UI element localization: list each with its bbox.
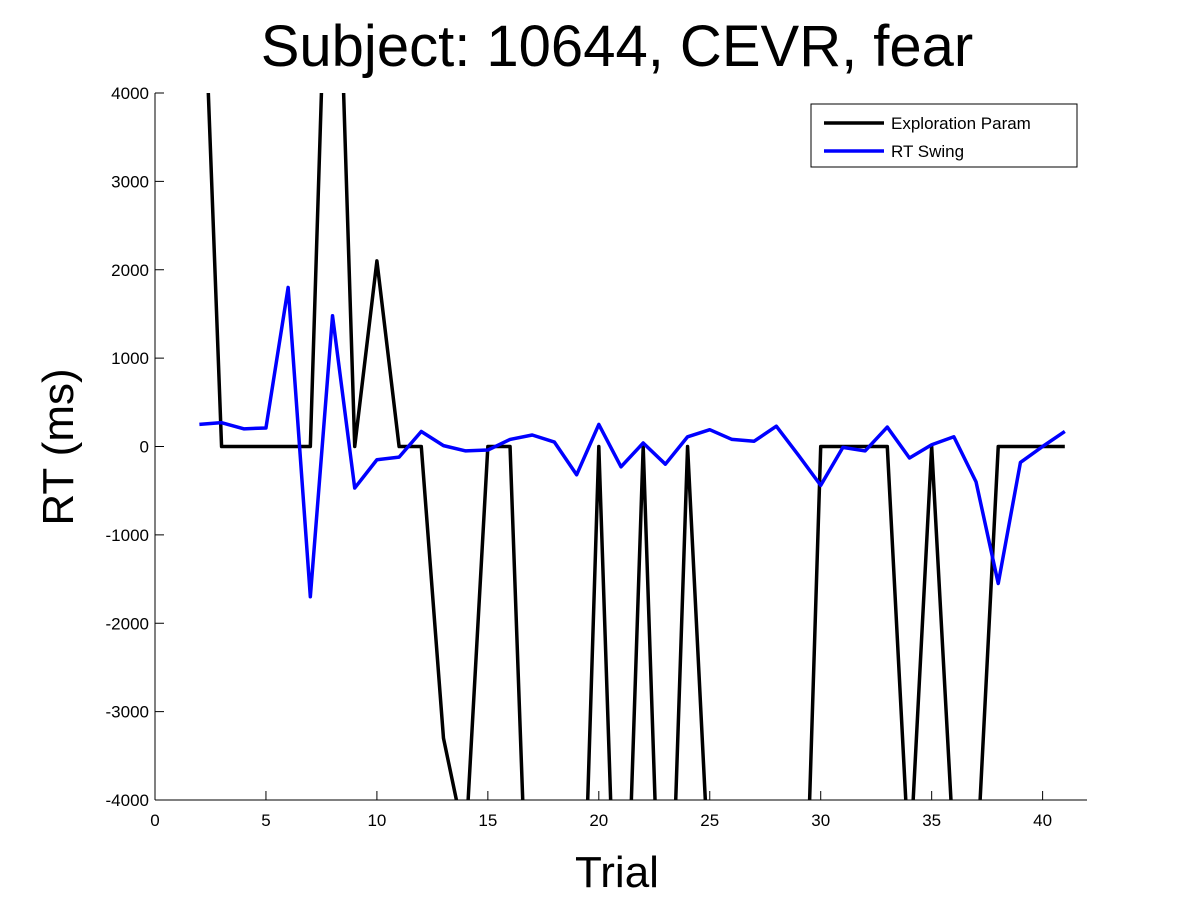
x-tick-label: 0 bbox=[150, 811, 159, 830]
y-tick-label: 0 bbox=[140, 438, 149, 457]
series-line bbox=[206, 93, 1065, 800]
legend-box bbox=[810, 103, 1078, 168]
x-tick-label: 20 bbox=[589, 811, 608, 830]
y-tick-label: -4000 bbox=[106, 791, 149, 810]
y-axis-label: RT (ms) bbox=[34, 368, 83, 525]
x-tick-label: 15 bbox=[478, 811, 497, 830]
y-tick-label: 4000 bbox=[111, 84, 149, 103]
y-tick-label: -3000 bbox=[106, 703, 149, 722]
x-tick-label: 5 bbox=[261, 811, 270, 830]
y-tick-label: 1000 bbox=[111, 349, 149, 368]
series-line bbox=[199, 285, 1066, 599]
legend-label: Exploration Param bbox=[891, 114, 1031, 133]
x-tick-label: 25 bbox=[700, 811, 719, 830]
y-tick-label: 2000 bbox=[111, 261, 149, 280]
legend-label: RT Swing bbox=[891, 142, 964, 161]
x-tick-label: 30 bbox=[811, 811, 830, 830]
x-tick-label: 10 bbox=[367, 811, 386, 830]
chart-title: Subject: 10644, CEVR, fear bbox=[261, 14, 974, 79]
plot-area bbox=[199, 93, 1066, 800]
x-axis-label: Trial bbox=[575, 848, 659, 897]
y-tick-label: 3000 bbox=[111, 172, 149, 191]
x-tick-label: 40 bbox=[1033, 811, 1052, 830]
x-tick-label: 35 bbox=[922, 811, 941, 830]
y-tick-label: -1000 bbox=[106, 526, 149, 545]
y-tick-label: -2000 bbox=[106, 614, 149, 633]
